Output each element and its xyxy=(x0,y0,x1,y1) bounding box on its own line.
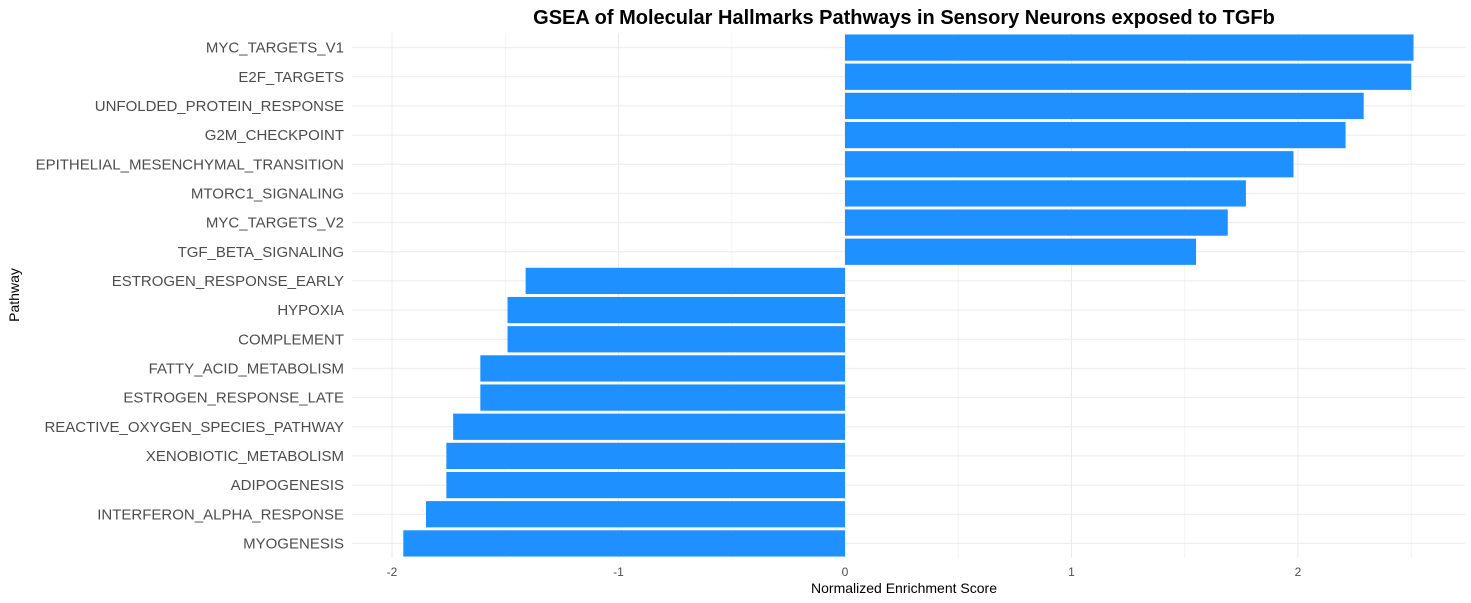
x-tick-label: -1 xyxy=(613,565,624,579)
category-label: REACTIVE_OXYGEN_SPECIES_PATHWAY xyxy=(44,419,344,436)
bar-xenobiotic-metabolism xyxy=(446,442,845,470)
bar-estrogen-response-late xyxy=(480,384,845,411)
category-label: ESTROGEN_RESPONSE_EARLY xyxy=(112,273,344,290)
bar-fatty-acid-metabolism xyxy=(480,355,845,382)
x-tick-label: 0 xyxy=(842,565,849,579)
bar-tgf-beta-signaling xyxy=(845,238,1197,265)
bar-myc-targets-v1 xyxy=(845,34,1414,61)
category-label: FATTY_ACID_METABOLISM xyxy=(149,360,344,377)
bar-interferon-alpha-response xyxy=(425,501,845,528)
x-tick-label: -2 xyxy=(387,565,398,579)
bar-mtorc1-signaling xyxy=(845,180,1246,207)
bar-unfolded-protein-response xyxy=(845,92,1364,120)
bar-adipogenesis xyxy=(446,471,845,499)
bars xyxy=(403,34,1414,557)
category-label: G2M_CHECKPOINT xyxy=(205,127,344,144)
category-label: XENOBIOTIC_METABOLISM xyxy=(146,448,344,465)
category-label: HYPOXIA xyxy=(277,302,344,319)
bar-myogenesis xyxy=(403,530,845,557)
category-label: ESTROGEN_RESPONSE_LATE xyxy=(123,390,344,407)
category-label: MYOGENESIS xyxy=(243,535,344,552)
category-label: EPITHELIAL_MESENCHYMAL_TRANSITION xyxy=(36,156,344,173)
category-label: MTORC1_SIGNALING xyxy=(191,185,344,202)
category-label: UNFOLDED_PROTEIN_RESPONSE xyxy=(95,98,344,115)
y-axis-title: Pathway xyxy=(6,268,22,322)
chart-title: GSEA of Molecular Hallmarks Pathways in … xyxy=(533,7,1275,29)
x-axis-title: Normalized Enrichment Score xyxy=(811,580,997,596)
x-tick-labels: -2 -1 0 1 2 xyxy=(387,565,1302,579)
bar-complement xyxy=(507,326,845,353)
category-label: COMPLEMENT xyxy=(238,331,344,348)
category-label: INTERFERON_ALPHA_RESPONSE xyxy=(97,506,344,523)
category-label: TGF_BETA_SIGNALING xyxy=(178,244,344,261)
category-label: E2F_TARGETS xyxy=(238,69,344,86)
x-tick-label: 2 xyxy=(1295,565,1302,579)
bar-epithelial-mesenchymal-transition xyxy=(845,151,1294,178)
category-label: ADIPOGENESIS xyxy=(231,477,344,494)
category-label: MYC_TARGETS_V1 xyxy=(206,40,344,57)
bar-reactive-oxygen-species-pathway xyxy=(453,413,845,440)
bar-estrogen-response-early xyxy=(525,267,845,295)
bar-myc-targets-v2 xyxy=(845,209,1228,236)
category-label: MYC_TARGETS_V2 xyxy=(206,215,344,232)
bar-g2m-checkpoint xyxy=(845,121,1346,149)
bar-hypoxia xyxy=(507,296,845,324)
x-tick-label: 1 xyxy=(1068,565,1075,579)
category-labels: MYC_TARGETS_V1 E2F_TARGETS UNFOLDED_PROTEI… xyxy=(36,40,344,553)
bar-e2f-targets xyxy=(845,63,1412,90)
